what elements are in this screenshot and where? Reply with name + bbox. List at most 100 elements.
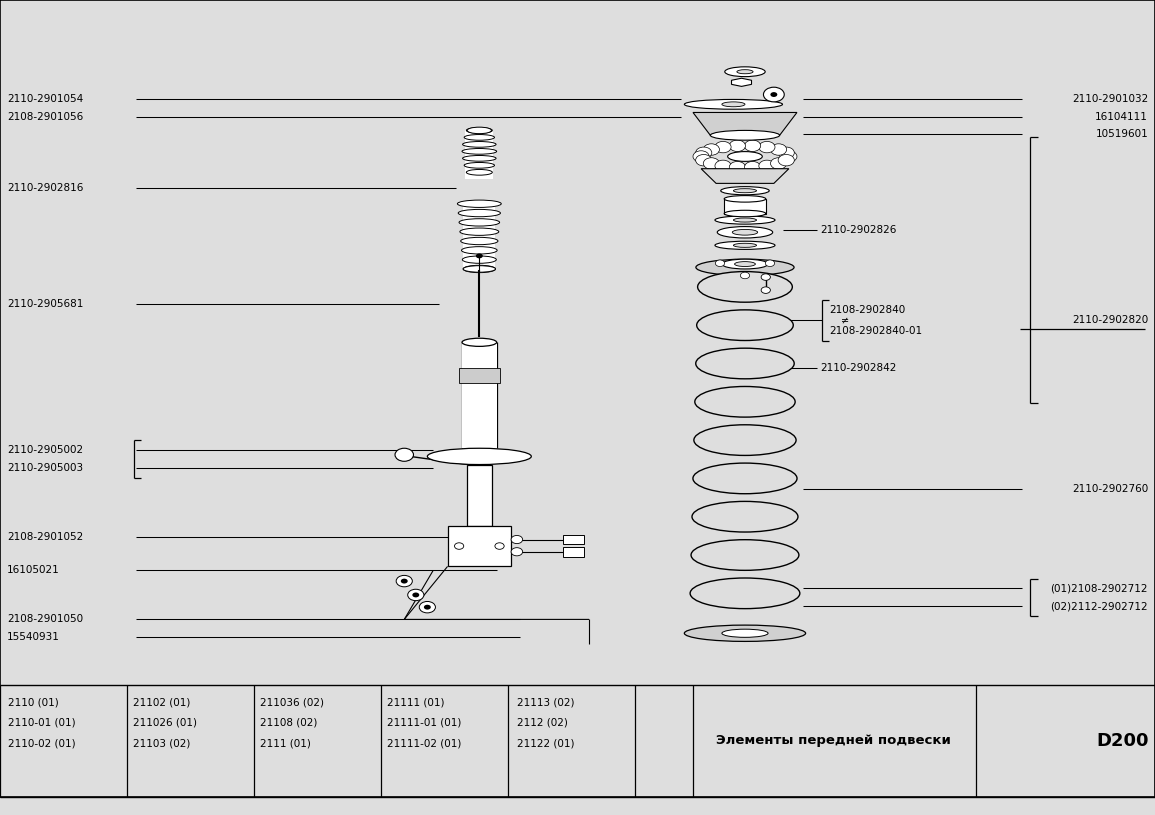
Ellipse shape bbox=[462, 247, 497, 254]
Text: 21122 (01): 21122 (01) bbox=[517, 738, 575, 748]
Text: 2110-2901032: 2110-2901032 bbox=[1072, 95, 1148, 104]
Circle shape bbox=[761, 274, 770, 280]
Text: 2110-2902842: 2110-2902842 bbox=[820, 363, 896, 373]
Ellipse shape bbox=[699, 469, 791, 488]
Circle shape bbox=[715, 141, 731, 152]
Text: D200: D200 bbox=[1096, 732, 1149, 750]
Ellipse shape bbox=[467, 170, 492, 175]
Circle shape bbox=[770, 158, 787, 170]
Text: 21111 (01): 21111 (01) bbox=[387, 698, 445, 707]
Ellipse shape bbox=[710, 130, 780, 140]
Ellipse shape bbox=[703, 277, 787, 297]
Ellipse shape bbox=[735, 262, 755, 267]
Circle shape bbox=[761, 287, 770, 293]
Ellipse shape bbox=[463, 142, 495, 148]
Text: 211036 (02): 211036 (02) bbox=[260, 698, 323, 707]
Ellipse shape bbox=[691, 540, 799, 570]
Text: 211026 (01): 211026 (01) bbox=[133, 718, 196, 728]
Bar bbox=[564, 535, 583, 544]
Ellipse shape bbox=[715, 241, 775, 249]
Ellipse shape bbox=[691, 578, 799, 609]
Ellipse shape bbox=[462, 256, 497, 263]
Ellipse shape bbox=[462, 148, 497, 154]
Bar bbox=[462, 342, 497, 448]
Circle shape bbox=[401, 579, 408, 584]
Circle shape bbox=[454, 543, 463, 549]
Ellipse shape bbox=[717, 227, 773, 238]
Circle shape bbox=[715, 161, 731, 172]
Ellipse shape bbox=[463, 156, 495, 161]
Ellipse shape bbox=[457, 200, 501, 207]
Text: 21102 (01): 21102 (01) bbox=[133, 698, 191, 707]
Ellipse shape bbox=[701, 392, 789, 412]
Text: 21111-02 (01): 21111-02 (01) bbox=[387, 738, 461, 748]
Ellipse shape bbox=[701, 354, 789, 373]
Ellipse shape bbox=[427, 448, 531, 465]
Text: Элементы передней подвески: Элементы передней подвески bbox=[716, 734, 952, 747]
Ellipse shape bbox=[695, 386, 795, 417]
Bar bbox=[467, 465, 492, 526]
Text: 2110-2905002: 2110-2905002 bbox=[7, 445, 83, 455]
Circle shape bbox=[759, 161, 775, 172]
Text: 16104111: 16104111 bbox=[1095, 112, 1148, 121]
Ellipse shape bbox=[695, 259, 795, 275]
Circle shape bbox=[759, 141, 775, 152]
Circle shape bbox=[745, 140, 761, 152]
Circle shape bbox=[729, 161, 745, 173]
Ellipse shape bbox=[463, 265, 495, 272]
Ellipse shape bbox=[698, 271, 792, 302]
Text: 10519601: 10519601 bbox=[1095, 129, 1148, 139]
Text: 2110-2902820: 2110-2902820 bbox=[1072, 315, 1148, 325]
Ellipse shape bbox=[732, 230, 758, 235]
Polygon shape bbox=[701, 169, 789, 183]
Ellipse shape bbox=[459, 209, 500, 217]
Polygon shape bbox=[693, 112, 797, 135]
Ellipse shape bbox=[693, 463, 797, 494]
Circle shape bbox=[396, 575, 412, 587]
Circle shape bbox=[729, 140, 745, 152]
Circle shape bbox=[763, 87, 784, 102]
Text: 2110-02 (01): 2110-02 (01) bbox=[8, 738, 76, 748]
Circle shape bbox=[412, 593, 419, 597]
Bar bbox=[724, 199, 766, 214]
Ellipse shape bbox=[725, 67, 765, 77]
Text: 21103 (02): 21103 (02) bbox=[133, 738, 191, 748]
Ellipse shape bbox=[696, 584, 793, 603]
Circle shape bbox=[408, 589, 424, 601]
Text: 2110-01 (01): 2110-01 (01) bbox=[8, 718, 76, 728]
Circle shape bbox=[476, 253, 483, 258]
Bar bbox=[564, 547, 583, 557]
Ellipse shape bbox=[684, 99, 783, 109]
Bar bbox=[463, 204, 495, 269]
Ellipse shape bbox=[722, 259, 768, 269]
Circle shape bbox=[781, 151, 797, 162]
Circle shape bbox=[740, 272, 750, 279]
Ellipse shape bbox=[728, 152, 762, 161]
Ellipse shape bbox=[463, 266, 495, 272]
Ellipse shape bbox=[733, 243, 757, 248]
Circle shape bbox=[424, 605, 431, 610]
Bar bbox=[459, 368, 500, 383]
Circle shape bbox=[695, 155, 711, 166]
Polygon shape bbox=[731, 78, 752, 86]
Ellipse shape bbox=[460, 228, 499, 236]
Ellipse shape bbox=[733, 188, 757, 193]
Text: (01)2108-2902712: (01)2108-2902712 bbox=[1051, 584, 1148, 593]
Circle shape bbox=[695, 147, 711, 158]
Ellipse shape bbox=[733, 218, 757, 222]
Text: 2110-2905003: 2110-2905003 bbox=[7, 463, 83, 473]
Ellipse shape bbox=[692, 501, 798, 532]
Circle shape bbox=[511, 548, 522, 556]
Circle shape bbox=[745, 161, 761, 173]
Circle shape bbox=[770, 92, 777, 97]
Ellipse shape bbox=[698, 545, 792, 565]
Ellipse shape bbox=[699, 507, 791, 526]
Circle shape bbox=[511, 535, 522, 544]
Ellipse shape bbox=[702, 315, 788, 335]
Text: 21113 (02): 21113 (02) bbox=[517, 698, 575, 707]
Ellipse shape bbox=[724, 196, 766, 202]
Circle shape bbox=[703, 158, 720, 170]
Ellipse shape bbox=[462, 338, 497, 346]
Ellipse shape bbox=[722, 629, 768, 637]
Ellipse shape bbox=[700, 430, 790, 450]
